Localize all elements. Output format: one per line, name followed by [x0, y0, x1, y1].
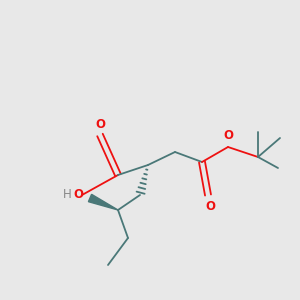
- Text: O: O: [73, 188, 83, 202]
- Text: O: O: [223, 129, 233, 142]
- Text: O: O: [205, 200, 215, 213]
- Polygon shape: [88, 194, 118, 210]
- Text: H: H: [63, 188, 72, 202]
- Text: O: O: [95, 118, 105, 131]
